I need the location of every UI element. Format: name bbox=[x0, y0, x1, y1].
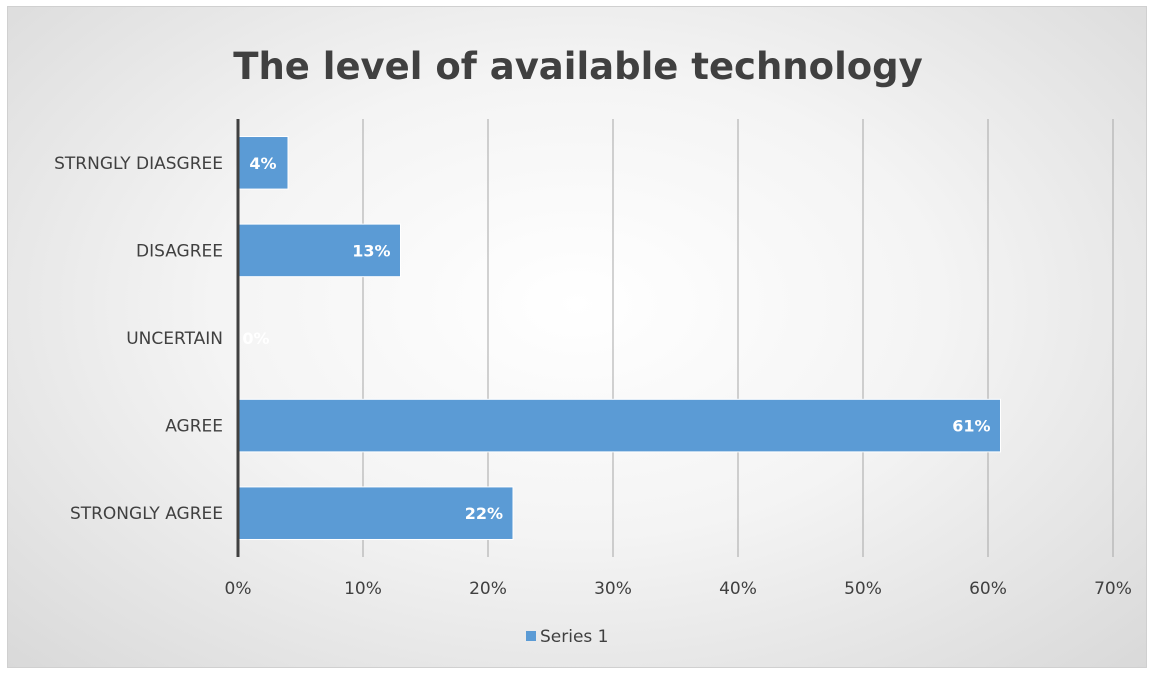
x-tick-label-3: 30% bbox=[594, 579, 632, 599]
data-label-0: 4% bbox=[249, 154, 276, 173]
chart-area: The level of available technology STRNGL… bbox=[7, 6, 1147, 668]
legend-swatch bbox=[526, 631, 536, 641]
category-label-4: STRONGLY AGREE bbox=[70, 504, 223, 524]
x-tick-label-0: 0% bbox=[225, 579, 252, 599]
x-tick-label-6: 60% bbox=[969, 579, 1007, 599]
bar-0 bbox=[237, 136, 289, 190]
x-tick-label-5: 50% bbox=[844, 579, 882, 599]
x-tick-label-7: 70% bbox=[1094, 579, 1132, 599]
category-label-3: AGREE bbox=[165, 417, 223, 437]
bar-3 bbox=[237, 398, 1001, 453]
data-label-2: 0% bbox=[242, 329, 269, 348]
x-tick-label-2: 20% bbox=[469, 579, 507, 599]
chart-plot: STRNGLY DIASGREE 4% DISAGREE 13% UNCERTAIN 0%… bbox=[54, 119, 1132, 647]
category-label-1: DISAGREE bbox=[136, 241, 223, 261]
data-label-1: 13% bbox=[352, 241, 390, 260]
x-tick-label-4: 40% bbox=[719, 579, 757, 599]
data-label-4: 22% bbox=[465, 504, 503, 523]
legend-label: Series 1 bbox=[540, 627, 609, 647]
category-label-0: STRNGLY DIASGREE bbox=[54, 154, 223, 174]
x-tick-label-1: 10% bbox=[344, 579, 382, 599]
chart-title: The level of available technology bbox=[233, 45, 923, 88]
legend: Series 1 bbox=[526, 627, 609, 647]
category-label-2: UNCERTAIN bbox=[126, 329, 223, 349]
data-label-3: 61% bbox=[952, 417, 990, 436]
